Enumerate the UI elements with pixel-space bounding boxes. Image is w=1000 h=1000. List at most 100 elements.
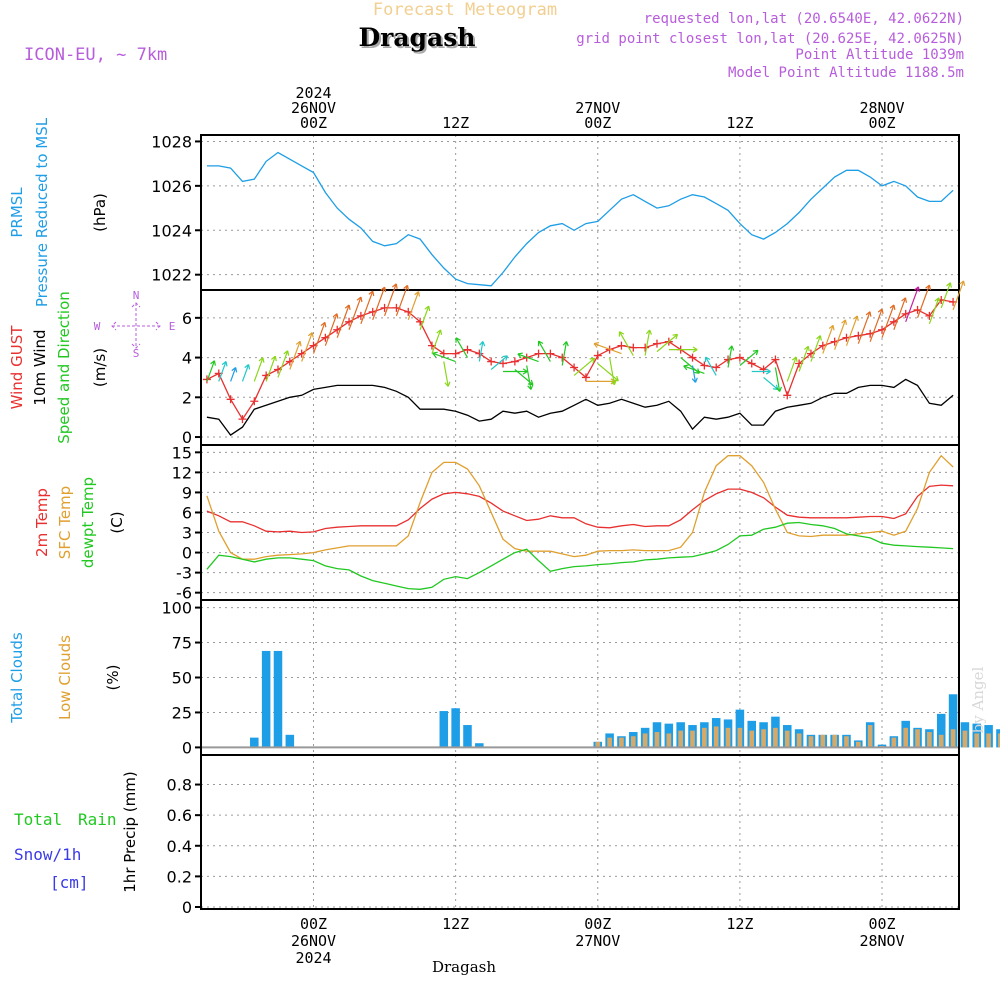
wind-arrow-head [307,332,314,338]
wind-arrow-head [765,368,771,375]
y-tick-label: 12 [172,463,192,482]
wind-arrow [432,352,456,363]
wind-arrow-head [455,337,461,343]
wind-arrow-head [610,379,617,386]
panel-pressure: 1022 1024 1026 1028 PRMSL Pressure Reduced to… [8,117,960,307]
wind-arrow [618,331,634,356]
wind-arrow [384,283,397,317]
bar-total-clouds [273,650,283,748]
wind-arrow-head [618,331,625,337]
time-label-bottom: 00Z [300,915,327,933]
wind-arrow [881,304,895,338]
wind-arrow-head [403,284,410,291]
y-tick-label: 75 [172,634,192,653]
bar-total-clouds [439,711,449,748]
time-label-top: 26NOV [291,99,336,117]
y-tick-label: 100 [161,599,192,618]
time-label-bottom: 27NOV [575,932,620,950]
bar-low-clouds [690,730,695,748]
location-title: Dragash [359,23,476,52]
wind-arrow-head [380,286,387,293]
wind-arrow [324,313,338,346]
time-label-bottom: 12Z [726,915,753,933]
wind-arrow-head [946,282,952,288]
y-tick-label: 0 [182,738,192,757]
y-tick-label: 3 [182,524,192,543]
wind-arrow-head [914,286,920,292]
gust-marker [546,349,555,358]
wind-arrow [419,305,430,330]
wind-arrow-head [691,377,698,383]
gust-marker [238,415,247,424]
wind-arrow-head [672,333,679,340]
bar-low-clouds [702,727,707,748]
panel-label: Wind GUST [8,325,26,410]
wind-arrow-head [368,290,375,297]
wind-arrow [822,325,834,354]
series-sfc-temp [206,454,954,560]
wind-arrow [609,357,615,385]
wind-arrow-head [432,351,438,358]
gust-marker [783,391,792,400]
bar-low-clouds [619,737,624,748]
wind-arrow [517,353,539,363]
gust-marker [724,355,733,364]
wind-arrow-head [593,342,600,348]
panel-label: Pressure Reduced to MSL [33,117,51,307]
wind-arrow [593,343,622,355]
gust-marker [558,353,567,362]
gust-marker [451,349,460,358]
gust-marker [202,375,211,384]
panel-label: Low Clouds [56,635,74,720]
bar-low-clouds [737,727,743,748]
wind-arrow-head [424,305,431,312]
bar-total-clouds [996,729,1000,748]
wind-arrow-head [816,335,822,341]
series-wind-gust [206,299,954,421]
bar-low-clouds [832,734,837,748]
wind-arrow [312,322,326,354]
bar-low-clouds [867,725,873,748]
y-tick-label: -3 [176,564,192,583]
wind-arrow-head [589,357,596,364]
legend-total: Total [14,810,62,829]
gust-marker [641,343,650,352]
bar-total-clouds [475,743,484,748]
legend-snow: Snow/1h [14,845,81,864]
wind-arrow [443,361,449,387]
wind-arrow [253,357,264,382]
model-label: ICON-EU, ~ 7km [24,45,167,65]
wind-arrow-head [522,368,528,375]
wind-arrow [289,341,301,370]
y-tick-label: 1028 [151,132,192,151]
wind-arrow [597,363,619,382]
time-label-bottom: 00Z [584,915,611,933]
wind-arrow [573,357,595,376]
bar-low-clouds [749,730,755,748]
wind-arrow [940,282,951,309]
panel-label: SFC Temp [56,486,74,559]
wind-arrow [206,360,216,382]
y-tick-label: 0.6 [167,806,192,825]
wind-arrow-head [537,340,544,347]
wind-arrow-head [479,341,486,347]
panel-precip: 0 0.2 0.4 0.6 0.8 1hr Precip (mm) [121,754,960,917]
wind-arrow [336,304,350,338]
gust-marker [700,361,709,370]
wind-arrow-head [231,367,238,373]
wind-arrow [230,367,237,382]
watermark: by Angel [969,666,987,733]
wind-arrow-head [925,284,931,291]
bar-low-clouds [796,733,802,748]
wind-arrow-head [804,345,810,352]
wind-arrow-head [391,283,398,289]
wind-arrow-head [436,329,443,335]
y-axis-unit: 1hr Precip (mm) [121,771,139,892]
y-tick-label: 1026 [151,177,192,196]
wind-arrow-head [562,341,569,347]
wind-arrow [834,319,847,350]
wind-arrow [218,361,227,382]
time-label-top: 27NOV [575,99,620,117]
wind-arrow [538,340,551,362]
